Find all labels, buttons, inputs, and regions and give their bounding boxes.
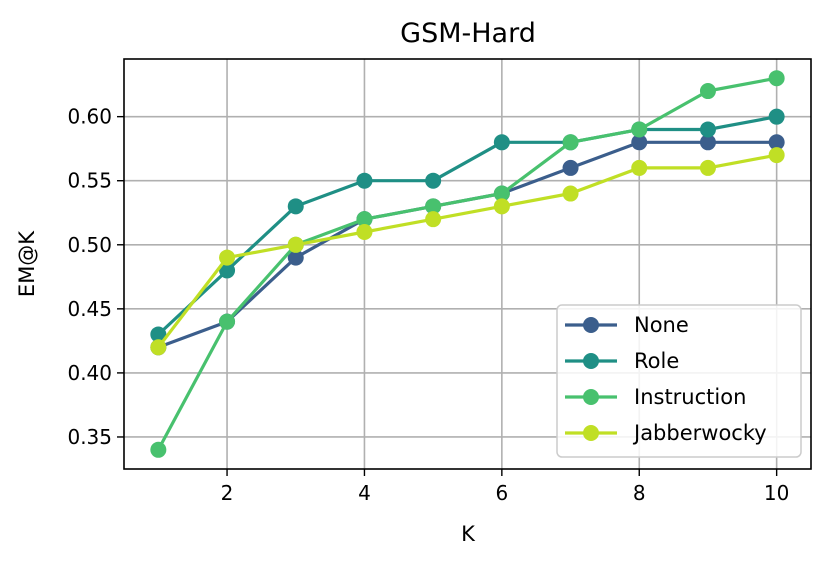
data-point-none (768, 134, 785, 151)
series-line-instruction (156, 76, 777, 451)
series-line-role (157, 115, 777, 336)
data-point-role (287, 198, 304, 215)
legend-label-jabberwocky: Jabberwocky (632, 421, 767, 445)
x-tick-label: 8 (633, 481, 646, 505)
y-tick-label: 0.50 (67, 233, 112, 257)
legend-item-jabberwocky: Jabberwocky (565, 421, 767, 445)
legend: None Role Instruction Jabberwocky (556, 304, 802, 458)
series-layer (150, 70, 785, 458)
legend-item-none: None (565, 313, 689, 337)
data-point-instruction (150, 441, 167, 458)
data-point-instruction (356, 211, 373, 228)
series-jabberwocky (150, 147, 785, 356)
legend-marker-role (583, 353, 599, 369)
data-point-jabberwocky (219, 249, 236, 266)
data-point-none (562, 159, 579, 176)
data-point-none (287, 249, 304, 266)
data-point-jabberwocky (562, 185, 579, 202)
legend-label-none: None (634, 313, 689, 337)
series-line-jabberwocky (157, 153, 777, 349)
data-point-role (356, 172, 373, 189)
data-point-instruction (699, 83, 716, 100)
data-point-instruction (493, 185, 510, 202)
data-point-instruction (425, 198, 442, 215)
y-tick-label: 0.55 (67, 169, 112, 193)
x-tick-label: 4 (358, 481, 371, 505)
x-tick-label: 6 (495, 481, 508, 505)
y-tick-label: 0.45 (67, 297, 112, 321)
data-point-role (150, 326, 167, 343)
chart-title: GSM-Hard (400, 18, 536, 49)
x-axis-label: K (461, 522, 476, 546)
x-tick-label: 2 (221, 481, 234, 505)
y-tick-label: 0.60 (67, 105, 112, 129)
data-point-role (219, 262, 236, 279)
data-point-none (631, 134, 648, 151)
legend-box (556, 304, 802, 458)
legend-item-instruction: Instruction (565, 385, 746, 409)
data-point-jabberwocky (493, 198, 510, 215)
legend-marker-instruction (583, 389, 599, 405)
legend-item-role: Role (565, 349, 679, 373)
data-point-jabberwocky (631, 159, 648, 176)
plot-frame (123, 58, 812, 470)
grid-lines (124, 59, 811, 469)
data-point-none (699, 134, 716, 151)
data-point-role (493, 134, 510, 151)
legend-label-instruction: Instruction (634, 385, 746, 409)
data-point-role (768, 108, 785, 125)
legend-marker-none (583, 317, 599, 333)
data-point-jabberwocky (150, 339, 167, 356)
data-point-role (699, 121, 716, 138)
data-point-instruction (631, 121, 648, 138)
legend-label-role: Role (634, 349, 679, 373)
series-instruction (150, 70, 785, 458)
data-point-jabberwocky (699, 159, 716, 176)
x-tick-label: 10 (764, 481, 789, 505)
y-axis-label: EM@K (15, 230, 39, 297)
data-point-instruction (562, 134, 579, 151)
data-point-jabberwocky (768, 147, 785, 164)
data-point-jabberwocky (287, 236, 304, 253)
axis-ticks: 2 4 6 8 10 0.35 0.40 0.45 0.50 0.55 0.60 (67, 105, 789, 505)
data-point-jabberwocky (356, 223, 373, 240)
y-tick-label: 0.40 (67, 361, 112, 385)
data-point-role (425, 172, 442, 189)
y-tick-label: 0.35 (67, 425, 112, 449)
data-point-instruction (219, 313, 236, 330)
legend-marker-jabberwocky (583, 425, 599, 441)
data-point-jabberwocky (425, 211, 442, 228)
data-point-instruction (768, 70, 785, 87)
